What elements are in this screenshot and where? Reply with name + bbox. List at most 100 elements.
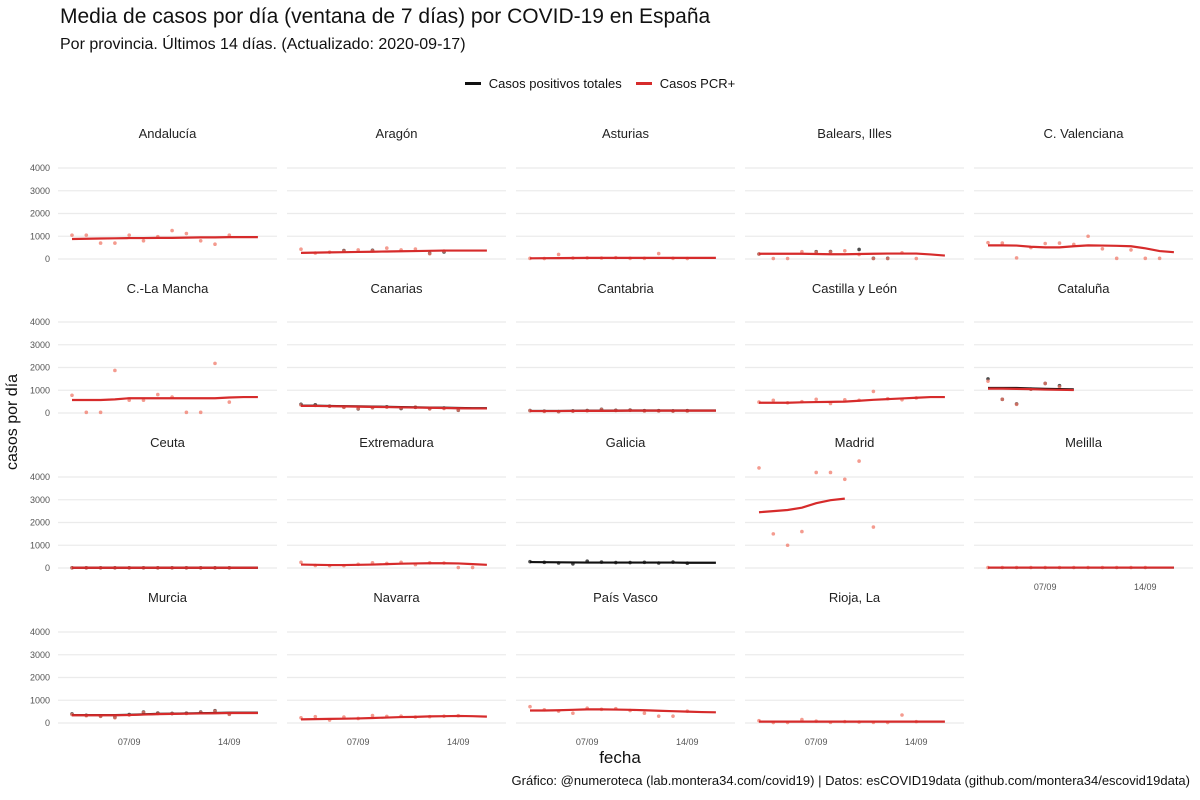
pcr-point: [1157, 256, 1162, 261]
y-tick-label: 1000: [30, 231, 50, 241]
pcr-point: [814, 470, 818, 475]
y-tick-label: 0: [45, 718, 50, 728]
y-tick-label: 2000: [30, 363, 50, 373]
legend-label-total: Casos positivos totales: [488, 75, 622, 91]
x-axis-label: fecha: [599, 748, 641, 767]
pcr-point: [1100, 246, 1105, 251]
x-tick-label: 14/09: [218, 737, 241, 747]
y-tick-label: 3000: [30, 650, 50, 660]
pcr-point: [986, 240, 990, 245]
pcr-point: [814, 397, 818, 402]
facet-title-rioja-la: Rioja, La: [829, 590, 881, 605]
y-tick-label: 4000: [30, 317, 50, 327]
pcr-point: [213, 361, 217, 366]
y-tick-label: 1000: [30, 385, 50, 395]
facet-title-aragon: Aragón: [376, 126, 418, 141]
pcr-point: [871, 389, 876, 394]
y-tick-label: 0: [45, 408, 50, 418]
pcr-point: [227, 233, 232, 237]
legend-swatch-pcr: [635, 81, 652, 85]
facet-title-pais-vasco: País Vasco: [593, 590, 658, 605]
total-point: [857, 247, 861, 252]
x-tick-label: 14/09: [676, 737, 699, 747]
pcr-point: [84, 410, 89, 415]
facet-title-castilla-y-leon: Castilla y León: [812, 281, 897, 296]
pcr-line-navarra: [300, 714, 487, 721]
pcr-point: [141, 239, 146, 243]
facet-title-cataluna: Cataluña: [1057, 281, 1110, 296]
pcr-point: [156, 392, 160, 397]
x-tick-label: 07/09: [347, 737, 370, 747]
pcr-point: [571, 711, 575, 716]
pcr-point: [785, 256, 790, 261]
legend-swatch-total: [464, 81, 481, 85]
y-tick-label: 1000: [30, 540, 50, 550]
pcr-point: [213, 242, 217, 247]
x-tick-label: 14/09: [905, 737, 928, 747]
pcr-point: [843, 249, 847, 253]
y-tick-label: 2000: [30, 209, 50, 219]
pcr-point: [857, 459, 861, 463]
pcr-point: [671, 714, 675, 718]
x-tick-label: 07/09: [1034, 582, 1057, 592]
pcr-point: [771, 256, 776, 261]
chart-caption: Gráfico: @numeroteca (lab.montera34.com/…: [511, 773, 1190, 788]
pcr-point: [1000, 241, 1005, 245]
facet-title-extremadura: Extremadura: [359, 435, 434, 450]
pcr-point: [370, 713, 375, 718]
pcr-point: [771, 398, 776, 403]
pcr-point: [800, 529, 804, 534]
pcr-point: [413, 247, 418, 251]
pcr-point: [70, 233, 74, 237]
pcr-point: [1043, 381, 1047, 386]
chart-subtitle: Por provincia. Últimos 14 días. (Actuali…: [60, 36, 466, 53]
pcr-point: [113, 241, 117, 245]
pcr-point: [184, 231, 189, 236]
pcr-point: [70, 393, 74, 398]
pcr-point: [1086, 234, 1090, 239]
pcr-point: [986, 379, 990, 383]
pcr-point: [771, 532, 776, 536]
pcr-point: [198, 410, 203, 415]
facet-title-canarias: Canarias: [370, 281, 423, 296]
pcr-point: [1129, 248, 1133, 252]
pcr-point: [843, 477, 847, 482]
pcr-point: [385, 246, 389, 250]
pcr-point: [227, 400, 232, 404]
y-tick-label: 4000: [30, 472, 50, 482]
facet-title-c-la-mancha: C.-La Mancha: [127, 281, 209, 296]
pcr-point: [1114, 256, 1119, 261]
y-axis-label: casos por día: [4, 373, 21, 470]
legend-item-total: Casos positivos totales: [464, 75, 622, 91]
facet-title-c-valenciana: C. Valenciana: [1044, 126, 1125, 141]
facet-title-cantabria: Cantabria: [597, 281, 654, 296]
y-tick-label: 3000: [30, 495, 50, 505]
pcr-point: [98, 410, 103, 415]
pcr-point: [113, 368, 117, 373]
pcr-line-balears-illes: [759, 252, 945, 257]
facet-title-navarra: Navarra: [373, 590, 420, 605]
pcr-line-murcia: [72, 711, 258, 717]
pcr-point: [98, 241, 103, 245]
facet-title-asturias: Asturias: [602, 126, 649, 141]
facet-title-balears-illes: Balears, Illes: [817, 126, 892, 141]
pcr-point: [800, 717, 804, 722]
pcr-point: [1014, 402, 1019, 407]
x-tick-label: 07/09: [118, 737, 141, 747]
pcr-point: [1057, 385, 1062, 389]
pcr-point: [642, 711, 647, 716]
pcr-line-extremadura: [300, 562, 487, 567]
y-tick-label: 4000: [30, 627, 50, 637]
pcr-line-andalucia: [71, 236, 258, 241]
pcr-point: [1057, 241, 1062, 245]
pcr-point: [356, 248, 361, 252]
x-tick-label: 07/09: [576, 737, 599, 747]
pcr-line-c-valenciana: [988, 244, 1174, 254]
pcr-point: [1043, 241, 1047, 246]
pcr-point: [427, 251, 432, 256]
y-tick-label: 2000: [30, 673, 50, 683]
facet-title-andalucia: Andalucía: [139, 126, 198, 141]
y-tick-label: 4000: [30, 163, 50, 173]
legend: Casos positivos totales Casos PCR+: [0, 73, 1200, 93]
